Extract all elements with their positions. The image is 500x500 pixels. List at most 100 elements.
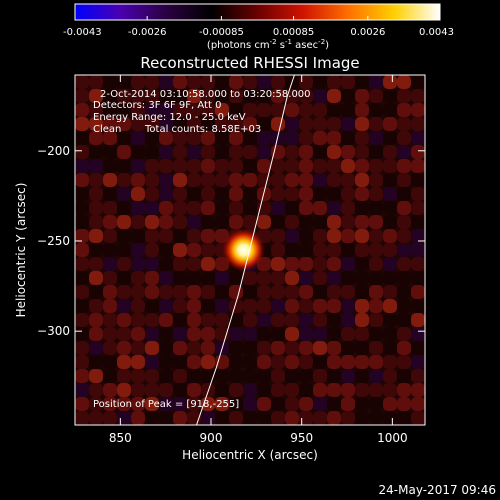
image-cell (355, 299, 369, 313)
image-cell (411, 355, 425, 369)
y-tick-label: −200 (37, 144, 70, 158)
image-cell (201, 285, 215, 299)
image-cell (299, 299, 313, 313)
image-cell (173, 341, 187, 355)
image-cell (131, 397, 145, 411)
image-cell (215, 89, 229, 103)
image-cell (299, 215, 313, 229)
image-cell (411, 285, 425, 299)
image-cell (201, 117, 215, 131)
image-cell (243, 355, 257, 369)
image-cell (173, 131, 187, 145)
image-cell (369, 411, 383, 425)
image-cell (397, 313, 411, 327)
image-cell (103, 215, 117, 229)
image-cell (159, 327, 173, 341)
image-cell (75, 173, 89, 187)
image-cell (397, 173, 411, 187)
image-cell (145, 411, 159, 425)
image-cell (257, 327, 271, 341)
image-cell (173, 397, 187, 411)
image-cell (369, 173, 383, 187)
image-cell (215, 355, 229, 369)
image-cell (243, 327, 257, 341)
image-cell (103, 369, 117, 383)
image-cell (187, 313, 201, 327)
image-cell (215, 369, 229, 383)
image-cell (341, 187, 355, 201)
image-cell (187, 369, 201, 383)
image-cell (313, 243, 327, 257)
image-cell (103, 159, 117, 173)
image-cell (313, 215, 327, 229)
image-cell (397, 397, 411, 411)
image-cell (173, 159, 187, 173)
image-cell (411, 131, 425, 145)
image-cell (271, 313, 285, 327)
image-cell (89, 145, 103, 159)
image-cell (383, 75, 397, 89)
image-cell (299, 257, 313, 271)
image-cell (201, 215, 215, 229)
image-cell (411, 383, 425, 397)
image-cell (397, 131, 411, 145)
image-cell (117, 397, 131, 411)
x-axis-label: Heliocentric X (arcsec) (182, 448, 318, 462)
image-cell (411, 411, 425, 425)
image-cell (383, 187, 397, 201)
image-cell (369, 229, 383, 243)
image-cell (117, 75, 131, 89)
image-cell (383, 159, 397, 173)
image-cell (271, 145, 285, 159)
image-cell (299, 117, 313, 131)
image-cell (257, 397, 271, 411)
image-cell (145, 145, 159, 159)
image-cell (271, 397, 285, 411)
image-cell (187, 257, 201, 271)
image-cell (271, 383, 285, 397)
image-cell (187, 341, 201, 355)
image-cell (355, 159, 369, 173)
image-cell (411, 243, 425, 257)
image-cell (89, 313, 103, 327)
image-cell (299, 131, 313, 145)
image-cell (145, 117, 159, 131)
image-cell (75, 117, 89, 131)
image-cell (397, 159, 411, 173)
image-cell (145, 201, 159, 215)
image-cell (201, 383, 215, 397)
image-cell (215, 383, 229, 397)
image-cell (341, 369, 355, 383)
image-cell (341, 271, 355, 285)
image-cell (299, 145, 313, 159)
image-cell (257, 173, 271, 187)
image-cell (243, 103, 257, 117)
image-cell (285, 327, 299, 341)
image-cell (131, 145, 145, 159)
image-cell (285, 397, 299, 411)
footer-date: 24-May-2017 09:46 (379, 483, 496, 497)
image-cell (383, 229, 397, 243)
image-cell (369, 313, 383, 327)
image-cell (327, 131, 341, 145)
image-cell (75, 145, 89, 159)
solar-limb-curve (196, 75, 295, 425)
image-cell (397, 215, 411, 229)
image-cell (383, 173, 397, 187)
image-cell (159, 159, 173, 173)
image-cell (117, 341, 131, 355)
image-cell (173, 243, 187, 257)
image-cell (271, 201, 285, 215)
image-cell (299, 243, 313, 257)
image-cell (103, 117, 117, 131)
image-cell (159, 89, 173, 103)
image-cell (159, 271, 173, 285)
image-cell (117, 355, 131, 369)
image-cell (355, 341, 369, 355)
image-cell (355, 257, 369, 271)
image-cell (89, 327, 103, 341)
image-cell (257, 369, 271, 383)
image-cell (229, 369, 243, 383)
image-cell (117, 369, 131, 383)
image-cell (313, 411, 327, 425)
